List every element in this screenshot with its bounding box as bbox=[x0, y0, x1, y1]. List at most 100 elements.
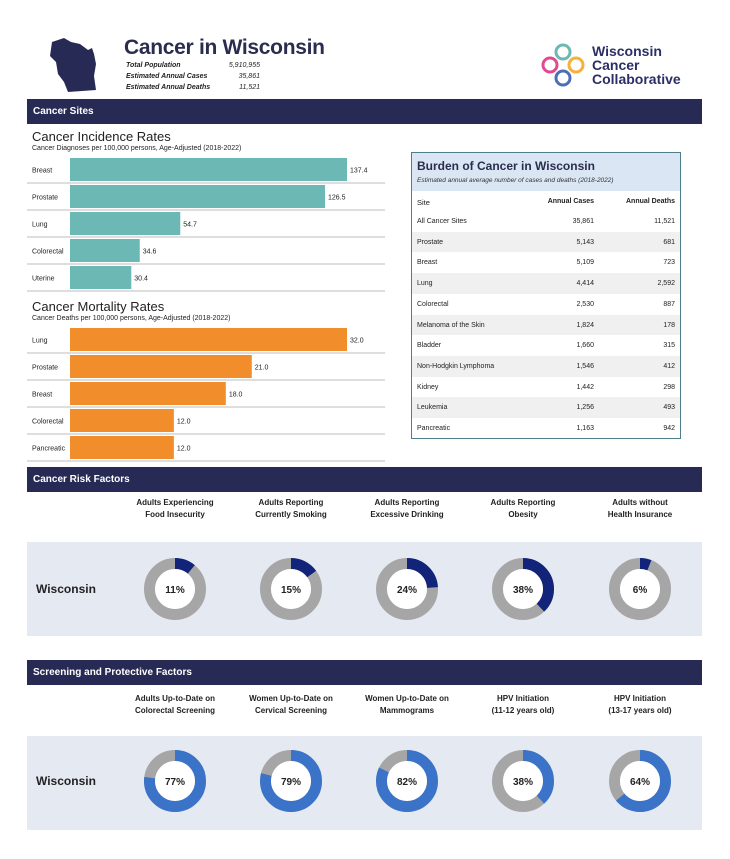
incidence-row: Uterine 30.4 bbox=[27, 266, 385, 292]
mortality-category-label: Prostate bbox=[32, 365, 58, 372]
mortality-value-label: 12.0 bbox=[177, 446, 191, 453]
donut-value-arc bbox=[492, 558, 554, 620]
table-cell-cases: 5,109 bbox=[576, 259, 594, 267]
table-row: Leukemia 1,256 493 bbox=[412, 397, 680, 418]
factor-header-line: Colorectal Screening bbox=[134, 706, 216, 715]
table-row: Breast 5,109 723 bbox=[412, 252, 680, 273]
donut-hole bbox=[503, 761, 543, 801]
table-cell-site: Prostate bbox=[417, 238, 444, 246]
donut-hole bbox=[271, 569, 311, 609]
table-cell-deaths: 298 bbox=[663, 383, 675, 391]
factor-header-line: (13-17 years old) bbox=[608, 706, 672, 715]
donut-value-arc bbox=[376, 558, 438, 620]
factor-header-line: Adults Reporting bbox=[374, 498, 440, 507]
donut-hole bbox=[620, 761, 660, 801]
table-row: All Cancer Sites 35,861 11,521 bbox=[412, 211, 680, 232]
table-row: Melanoma of the Skin 1,824 178 bbox=[412, 314, 680, 336]
table-cell-deaths: 887 bbox=[663, 300, 675, 308]
donut-chart: 77% bbox=[144, 750, 206, 812]
table-cell-site: Melanoma of the Skin bbox=[417, 321, 485, 329]
donut-value-arc bbox=[260, 750, 322, 812]
factor-header-line: Cervical Screening bbox=[254, 706, 328, 715]
factor-header-line: Mammograms bbox=[379, 706, 435, 715]
factor-header-line: HPV Initiation bbox=[497, 694, 549, 703]
factor-header: Women Up-to-Date on Cervical Screening bbox=[233, 693, 349, 717]
donut-value-arc bbox=[144, 558, 206, 620]
incidence-category-label: Prostate bbox=[32, 195, 58, 202]
incidence-value-label: 30.4 bbox=[134, 276, 148, 283]
mortality-chart-title: Cancer Mortality Rates bbox=[32, 299, 165, 314]
burden-table-subtitle: Estimated annual average number of cases… bbox=[417, 177, 614, 184]
donut-chart: 15% bbox=[260, 558, 322, 620]
factor-header-line: (11-12 years old) bbox=[491, 706, 555, 715]
donut-value-label: 11% bbox=[165, 585, 185, 596]
donut-hole bbox=[271, 761, 311, 801]
incidence-bar-chart: Breast 137.4 Prostate 126.5 Lung 54.7 Colorect… bbox=[27, 158, 385, 292]
mortality-chart-subtitle: Cancer Deaths per 100,000 persons, Age-A… bbox=[32, 315, 231, 322]
table-cell-site: Pancreatic bbox=[417, 425, 451, 432]
donut-chart: 64% bbox=[609, 750, 671, 812]
factor-header: Adults Up-to-Date on Colorectal Screening bbox=[117, 693, 233, 717]
donut-value-arc bbox=[609, 750, 671, 812]
table-cell-site: Lung bbox=[417, 280, 433, 288]
mortality-bar bbox=[70, 409, 174, 432]
page-title: Cancer in Wisconsin bbox=[124, 36, 325, 59]
factor-header-line: Women Up-to-Date on bbox=[365, 694, 449, 703]
factor-header: Adults Reporting Currently Smoking bbox=[233, 497, 349, 521]
donut-value-arc bbox=[260, 558, 322, 620]
factor-header-line: Food Insecurity bbox=[145, 510, 205, 519]
mortality-category-label: Pancreatic bbox=[32, 446, 66, 453]
donut-hole bbox=[387, 761, 427, 801]
table-cell-deaths: 723 bbox=[663, 259, 675, 267]
table-cell-deaths: 681 bbox=[663, 238, 675, 246]
factor-header: HPV Initiation (11-12 years old) bbox=[465, 693, 581, 717]
mortality-bar bbox=[70, 328, 347, 351]
incidence-category-label: Lung bbox=[32, 222, 48, 229]
burden-table: Burden of Cancer in Wisconsin Estimated … bbox=[411, 152, 681, 439]
screening-state-label: Wisconsin bbox=[36, 774, 96, 788]
mortality-category-label: Lung bbox=[32, 338, 48, 345]
table-cell-cases: 1,442 bbox=[576, 383, 594, 391]
donut-value-arc bbox=[492, 750, 554, 812]
mortality-value-label: 21.0 bbox=[255, 365, 269, 372]
donut-value-label: 64% bbox=[630, 777, 650, 788]
donut-hole bbox=[503, 569, 543, 609]
table-cell-cases: 1,163 bbox=[576, 425, 594, 432]
factor-header: Women Up-to-Date on Mammograms bbox=[349, 693, 465, 717]
factor-header-line: HPV Initiation bbox=[614, 694, 666, 703]
section-cancer-sites: Cancer Sites bbox=[27, 99, 702, 124]
incidence-bar bbox=[70, 185, 326, 208]
risk-state-label: Wisconsin bbox=[36, 582, 96, 596]
mortality-row: Prostate 21.0 bbox=[27, 355, 385, 381]
factor-header: Adults Experiencing Food Insecurity bbox=[117, 497, 233, 521]
factor-header: Adults Reporting Obesity bbox=[465, 497, 581, 521]
factor-header: Adults without Health Insurance bbox=[582, 497, 698, 521]
table-cell-deaths: 412 bbox=[663, 362, 675, 370]
donut-chart: 38% bbox=[492, 558, 554, 620]
factor-header: Adults Reporting Excessive Drinking bbox=[349, 497, 465, 521]
incidence-value-label: 34.6 bbox=[143, 249, 157, 256]
mortality-bar bbox=[70, 382, 226, 405]
factor-header-line: Health Insurance bbox=[607, 510, 673, 519]
mortality-category-label: Breast bbox=[32, 392, 52, 399]
donut-value-label: 82% bbox=[397, 777, 417, 788]
mortality-value-label: 18.0 bbox=[229, 392, 243, 399]
incidence-bar bbox=[70, 239, 140, 262]
donut-chart: 11% bbox=[144, 558, 206, 620]
incidence-category-label: Breast bbox=[32, 168, 52, 175]
donut-hole bbox=[155, 569, 195, 609]
table-cell-site: All Cancer Sites bbox=[417, 218, 467, 225]
factor-header-line: Adults Up-to-Date on bbox=[135, 694, 215, 703]
table-cell-cases: 2,530 bbox=[576, 300, 594, 308]
incidence-row: Colorectal 34.6 bbox=[27, 239, 385, 265]
table-cell-site: Colorectal bbox=[417, 300, 449, 308]
donut-chart: 79% bbox=[260, 750, 322, 812]
table-cell-cases: 1,546 bbox=[576, 362, 594, 370]
factor-header-line: Obesity bbox=[508, 510, 538, 519]
factor-header-line: Currently Smoking bbox=[255, 510, 327, 519]
incidence-category-label: Colorectal bbox=[32, 249, 64, 256]
factor-header-line: Women Up-to-Date on bbox=[249, 694, 333, 703]
burden-table-title: Burden of Cancer in Wisconsin bbox=[417, 159, 595, 173]
mortality-value-label: 32.0 bbox=[350, 338, 364, 345]
table-cell-site: Non-Hodgkin Lymphoma bbox=[417, 362, 495, 370]
